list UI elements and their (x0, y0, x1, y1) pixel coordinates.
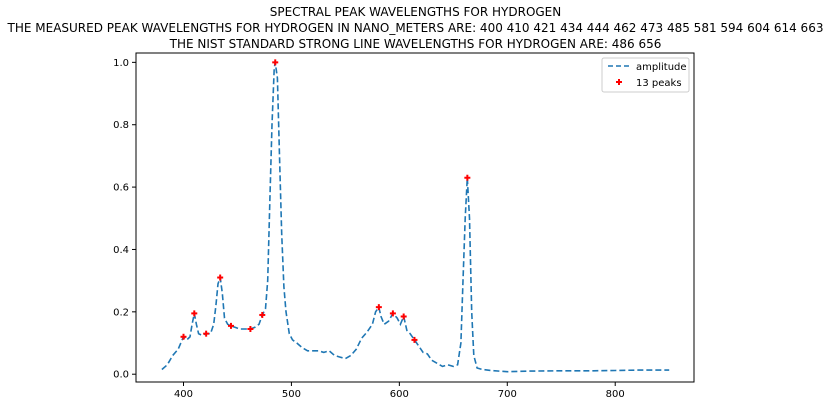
peak-marker (272, 59, 279, 66)
legend-peaks-label: 13 peaks (636, 78, 682, 89)
x-tick-label: 400 (174, 389, 193, 400)
legend-peaks-swatch (616, 79, 622, 85)
chart-subtitle-measured: THE MEASURED PEAK WAVELENGTHS FOR HYDROG… (7, 21, 824, 35)
legend-amplitude-label: amplitude (636, 62, 687, 73)
peak-marker (227, 322, 234, 329)
peak-marker (389, 310, 396, 317)
peak-marker (180, 333, 187, 340)
peak-marker (247, 325, 254, 332)
peak-marker (203, 330, 210, 337)
x-tick-label: 600 (390, 389, 409, 400)
peak-marker (400, 313, 407, 320)
x-tick-label: 700 (498, 389, 517, 400)
y-tick-label: 0.8 (113, 120, 129, 131)
peak-marker (191, 310, 198, 317)
y-tick-label: 0.0 (113, 370, 129, 381)
y-tick-label: 0.2 (113, 307, 129, 318)
legend: amplitude 13 peaks (601, 57, 690, 93)
y-tick-label: 0.4 (113, 245, 129, 256)
x-tick-label: 800 (606, 389, 625, 400)
peak-marker (375, 304, 382, 311)
y-tick-label: 0.6 (113, 183, 129, 194)
amplitude-series-line (161, 62, 670, 373)
peak-marker (464, 174, 471, 181)
peak-marker (259, 311, 266, 318)
y-tick-label: 1.0 (113, 58, 129, 69)
x-tick-label: 500 (282, 389, 301, 400)
peak-marker (217, 274, 224, 281)
peak-marker (411, 336, 418, 343)
chart-subtitle-nist: THE NIST STANDARD STRONG LINE WAVELENGTH… (169, 37, 662, 51)
legend-box (601, 57, 690, 93)
plot-area-frame (135, 52, 695, 383)
chart-title: SPECTRAL PEAK WAVELENGTHS FOR HYDROGEN (269, 5, 562, 19)
